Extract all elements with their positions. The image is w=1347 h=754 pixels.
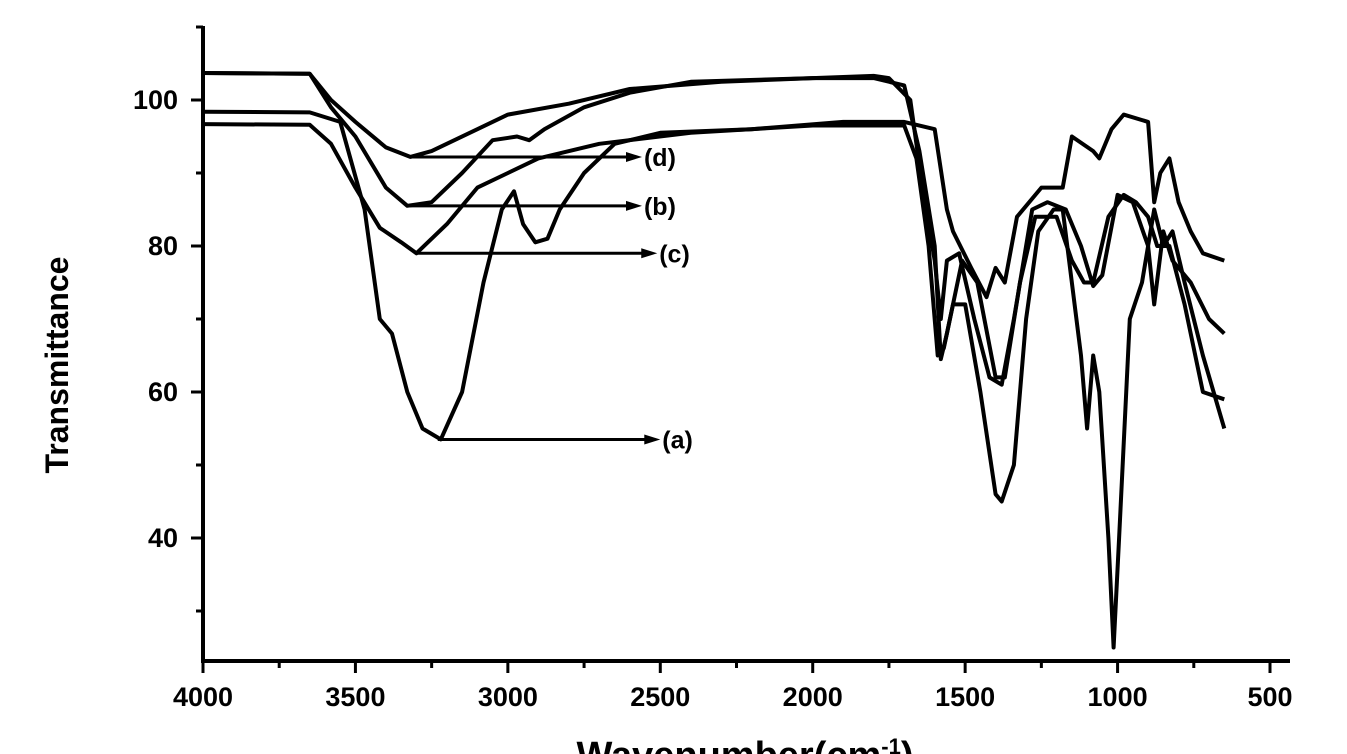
arrowhead-icon bbox=[644, 434, 661, 445]
x-label-sup: -1 bbox=[881, 734, 901, 754]
series-line-a bbox=[202, 109, 1225, 442]
y-tick-label: 60 bbox=[148, 377, 178, 407]
label-arrows: (a) (b) (c) (d) bbox=[407, 144, 693, 454]
x-label-main: Wavenumber(cm bbox=[577, 735, 882, 754]
x-tick-label: 2000 bbox=[783, 682, 843, 712]
x-tick-label: 3000 bbox=[478, 682, 538, 712]
y-axis-label: Transmittance bbox=[39, 257, 75, 474]
arrowhead-icon bbox=[641, 248, 658, 259]
x-tick-label: 2500 bbox=[630, 682, 690, 712]
y-tick-label: 100 bbox=[133, 85, 178, 115]
x-tick-label: 3500 bbox=[325, 682, 385, 712]
series-line-b bbox=[202, 71, 1226, 387]
series-label: (a) bbox=[662, 426, 693, 454]
x-tick-label: 500 bbox=[1247, 682, 1292, 712]
y-tick-label: 80 bbox=[148, 231, 178, 261]
axes bbox=[201, 26, 1290, 663]
x-tick-label: 4000 bbox=[173, 682, 233, 712]
series-label: (d) bbox=[644, 144, 676, 172]
x-tick-label: 1000 bbox=[1088, 682, 1148, 712]
series-label: (b) bbox=[644, 193, 676, 221]
arrowhead-icon bbox=[625, 151, 642, 162]
x-label-close: ) bbox=[901, 735, 914, 754]
arrowhead-icon bbox=[625, 200, 642, 211]
series-line-d bbox=[202, 71, 1225, 402]
y-tick-label: 40 bbox=[148, 523, 178, 553]
x-axis-label: Wavenumber(cm-1) bbox=[577, 734, 914, 754]
series-line-c bbox=[202, 122, 1227, 650]
ticks: 4000 3500 3000 2500 2000 1500 1000 500 40 60 80 100 bbox=[133, 25, 1293, 712]
series-lines bbox=[202, 71, 1227, 650]
x-tick-label: 1500 bbox=[935, 682, 995, 712]
series-label: (c) bbox=[659, 240, 690, 268]
